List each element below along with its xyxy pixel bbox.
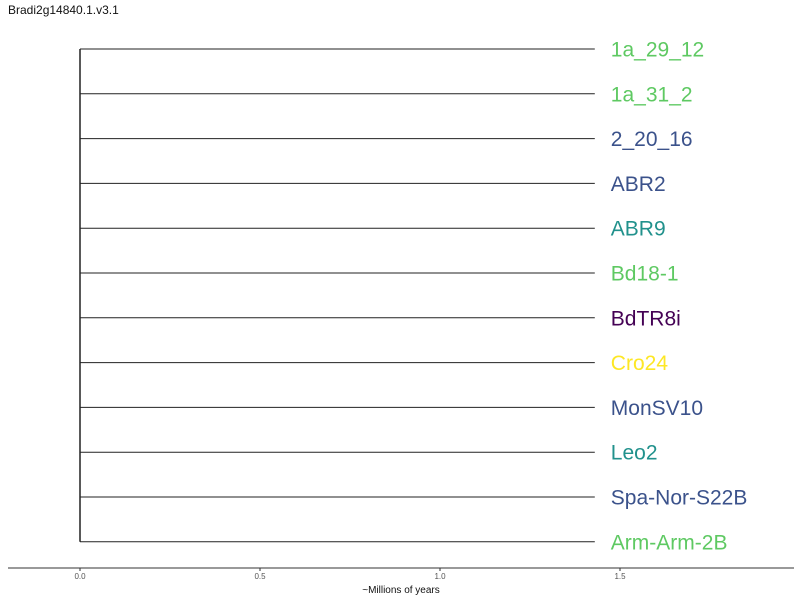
axis-tick-label: 0.5 — [254, 572, 266, 581]
leaf-label: BdTR8i — [611, 307, 681, 330]
leaf-label: Spa-Nor-S22B — [611, 487, 748, 510]
time-axis: 0.0 0.5 1.0 1.5 ~Millions of years — [8, 567, 794, 596]
leaf-label: Leo2 — [611, 442, 658, 465]
leaf-label: ABR2 — [611, 173, 666, 196]
leaf-label: Cro24 — [611, 352, 669, 375]
axis-tick-label: 1.0 — [434, 572, 446, 581]
axis-label: ~Millions of years — [362, 585, 440, 596]
leaf-label: Bd18-1 — [611, 263, 679, 286]
axis-tick-label: 0.0 — [74, 572, 86, 581]
tree-title: Bradi2g14840.1.v3.1 — [8, 3, 119, 17]
leaf-label: ABR9 — [611, 218, 666, 241]
leaf-label: 2_20_16 — [611, 128, 693, 151]
axis-ticks: 0.0 0.5 1.0 1.5 — [74, 568, 626, 581]
leaf-labels: 1a_29_12 1a_31_2 2_20_16 ABR2 ABR9 Bd18-1 BdTR… — [611, 39, 748, 555]
leaf-label: MonSV10 — [611, 397, 703, 420]
leaf-label: Arm-Arm-2B — [611, 531, 728, 554]
leaf-label: 1a_31_2 — [611, 83, 693, 106]
axis-tick-label: 1.5 — [614, 572, 626, 581]
tree-branches — [79, 48, 595, 543]
leaf-label: 1a_29_12 — [611, 39, 704, 62]
